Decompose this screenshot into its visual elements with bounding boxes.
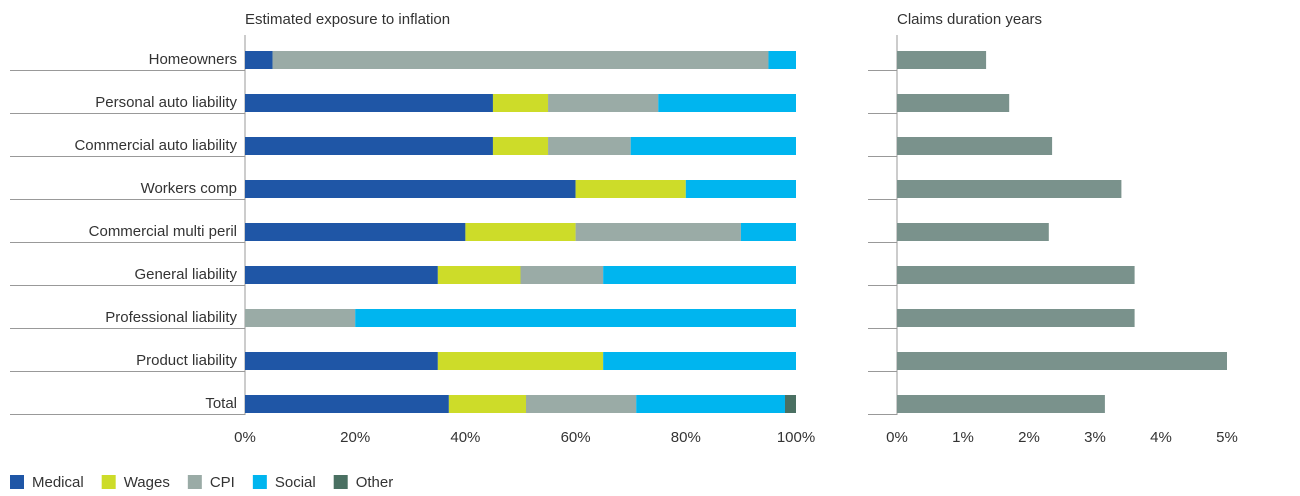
legend-label: CPI [210, 474, 235, 491]
x-tick-label: 4% [1150, 429, 1172, 446]
bar-segment [492, 137, 549, 155]
bar-segment [245, 223, 466, 241]
x-tick-label: 2% [1018, 429, 1040, 446]
legend-swatch [187, 475, 202, 489]
bar [897, 51, 987, 69]
bar-segment [245, 137, 493, 155]
bar-segment [245, 180, 576, 198]
bar-segment [448, 395, 527, 413]
bar [897, 309, 1135, 327]
chart-title: Estimated exposure to inflation [245, 11, 450, 28]
x-tick-label: 0% [886, 429, 908, 446]
y-tick-label: Commercial multi peril [89, 223, 237, 240]
bar [897, 180, 1122, 198]
x-tick-label: 80% [671, 429, 701, 446]
chart-title: Claims duration years [897, 11, 1042, 28]
bar [897, 223, 1049, 241]
bar-segment [245, 352, 438, 370]
y-tick-label: Workers comp [141, 180, 237, 197]
bar-segment [740, 223, 796, 241]
y-tick-label: Total [205, 395, 237, 412]
bar [897, 266, 1135, 284]
x-tick-label: 100% [777, 429, 815, 446]
legend-swatch [252, 475, 267, 489]
legend-swatch [333, 475, 348, 489]
bar-segment [685, 180, 796, 198]
x-tick-label: 5% [1216, 429, 1238, 446]
x-tick-label: 1% [952, 429, 974, 446]
y-tick-label: Personal auto liability [95, 94, 237, 111]
x-tick-label: 40% [450, 429, 480, 446]
bar-segment [575, 223, 741, 241]
bar-segment [784, 395, 796, 413]
bar-segment [658, 94, 796, 112]
legend-label: Social [275, 474, 316, 491]
bar [897, 94, 1010, 112]
bar-segment [630, 137, 796, 155]
bar [897, 137, 1053, 155]
bar-segment [272, 51, 769, 69]
x-tick-label: 0% [234, 429, 256, 446]
legend-label: Other [356, 474, 394, 491]
bar-segment [245, 395, 449, 413]
bar-segment [603, 352, 796, 370]
bar-segment [245, 266, 438, 284]
legend-label: Medical [32, 474, 84, 491]
bar-segment [636, 395, 785, 413]
bar-segment [245, 94, 493, 112]
bar-segment [548, 137, 631, 155]
bar-segment [245, 309, 356, 327]
bar-segment [526, 395, 637, 413]
bar-segment [245, 51, 273, 69]
y-tick-label: Homeowners [149, 51, 237, 68]
legend-swatch [101, 475, 116, 489]
x-tick-label: 3% [1084, 429, 1106, 446]
bar [897, 395, 1105, 413]
y-tick-label: Professional liability [105, 309, 237, 326]
bar-segment [575, 180, 686, 198]
bar-segment [437, 352, 604, 370]
bar [897, 352, 1227, 370]
bar-segment [768, 51, 796, 69]
legend-label: Wages [124, 474, 170, 491]
bar-segment [492, 94, 549, 112]
y-tick-label: Commercial auto liability [74, 137, 237, 154]
y-tick-label: Product liability [136, 352, 237, 369]
x-tick-label: 20% [340, 429, 370, 446]
legend-swatch [10, 475, 24, 489]
bar-segment [465, 223, 576, 241]
x-tick-label: 60% [561, 429, 591, 446]
bar-segment [548, 94, 659, 112]
bar-segment [520, 266, 604, 284]
bar-segment [603, 266, 796, 284]
bar-segment [437, 266, 521, 284]
y-tick-label: General liability [134, 266, 237, 283]
bar-segment [355, 309, 796, 327]
